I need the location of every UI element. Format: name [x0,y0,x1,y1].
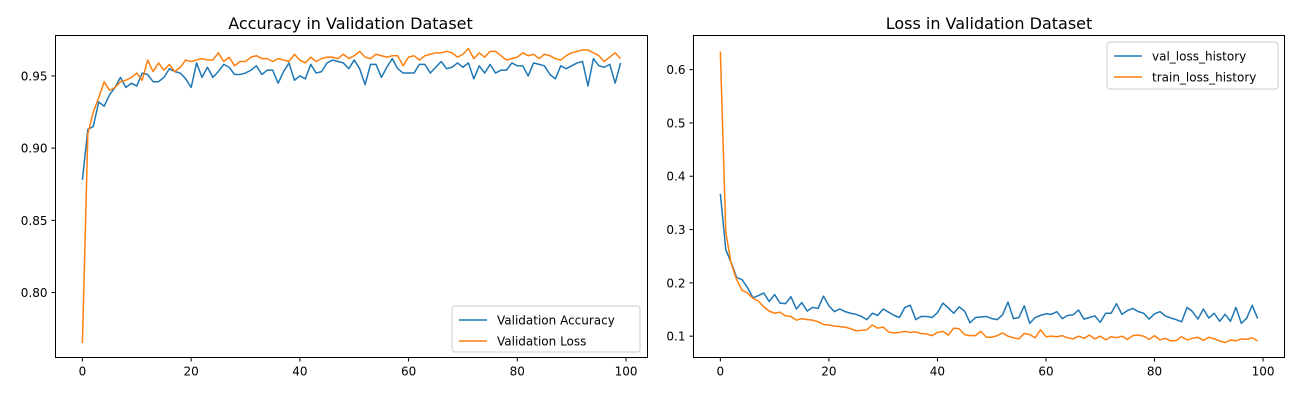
loss-plot-area: 0 20 40 60 80 100 0.1 0.2 0.3 0.4 0.5 0.6 [666,51,1275,379]
accuracy-x-tick-label: 0 [79,365,87,379]
loss-chart-title: Loss in Validation Dataset [886,14,1093,33]
accuracy-y-tick-label: 0.95 [21,69,48,83]
loss-x-tick-label: 40 [930,365,945,379]
series-line-validation-accuracy [81,57,622,180]
accuracy-chart: Accuracy in Validation Dataset 0 20 40 60 80… [21,14,648,379]
loss-x-tick-label: 100 [1252,365,1275,379]
loss-x-tick-label: 0 [717,365,725,379]
loss-y-tick-label: 0.5 [666,116,685,130]
series-line-val-loss-history [719,193,1259,325]
loss-axes-frame [693,35,1285,358]
legend-label-validation-loss: Validation Loss [497,335,586,349]
loss-y-tick-label: 0.6 [666,63,685,77]
series-line-train-loss-history [719,51,1259,344]
legend-label-val-loss-history: val_loss_history [1152,50,1246,64]
legend-label-train-loss-history: train_loss_history [1152,71,1256,85]
loss-y-tick-label: 0.4 [666,170,685,184]
loss-legend-box [1106,41,1279,90]
loss-y-tick-label: 0.1 [666,330,685,344]
accuracy-y-tick-label: 0.80 [21,286,48,300]
legend-label-validation-accuracy: Validation Accuracy [497,314,615,328]
accuracy-legend-box [451,305,641,353]
accuracy-x-tick-label: 20 [183,365,198,379]
loss-legend: val_loss_history train_loss_history [1106,41,1279,90]
loss-x-tick-label: 20 [821,365,836,379]
series-line-validation-loss [81,47,622,344]
loss-x-tick-label: 60 [1038,365,1053,379]
accuracy-x-tick-label: 40 [292,365,307,379]
accuracy-y-tick-label: 0.85 [21,214,48,228]
loss-y-tick-label: 0.2 [666,276,685,290]
loss-x-tick-label: 80 [1147,365,1162,379]
accuracy-legend: Validation Accuracy Validation Loss [451,305,641,353]
accuracy-y-tick-label: 0.90 [21,142,48,156]
accuracy-x-tick-label: 80 [510,365,525,379]
loss-chart: Loss in Validation Dataset 0 20 40 60 80 1000… [666,14,1285,379]
accuracy-x-tick-label: 60 [401,365,416,379]
accuracy-plot-area: 0 20 40 60 80 100 0.80 0.85 0.90 0.95 [21,47,638,379]
accuracy-axes-frame [55,35,648,358]
accuracy-chart-title: Accuracy in Validation Dataset [228,14,473,33]
accuracy-x-tick-label: 100 [615,365,638,379]
loss-y-tick-label: 0.3 [666,223,685,237]
